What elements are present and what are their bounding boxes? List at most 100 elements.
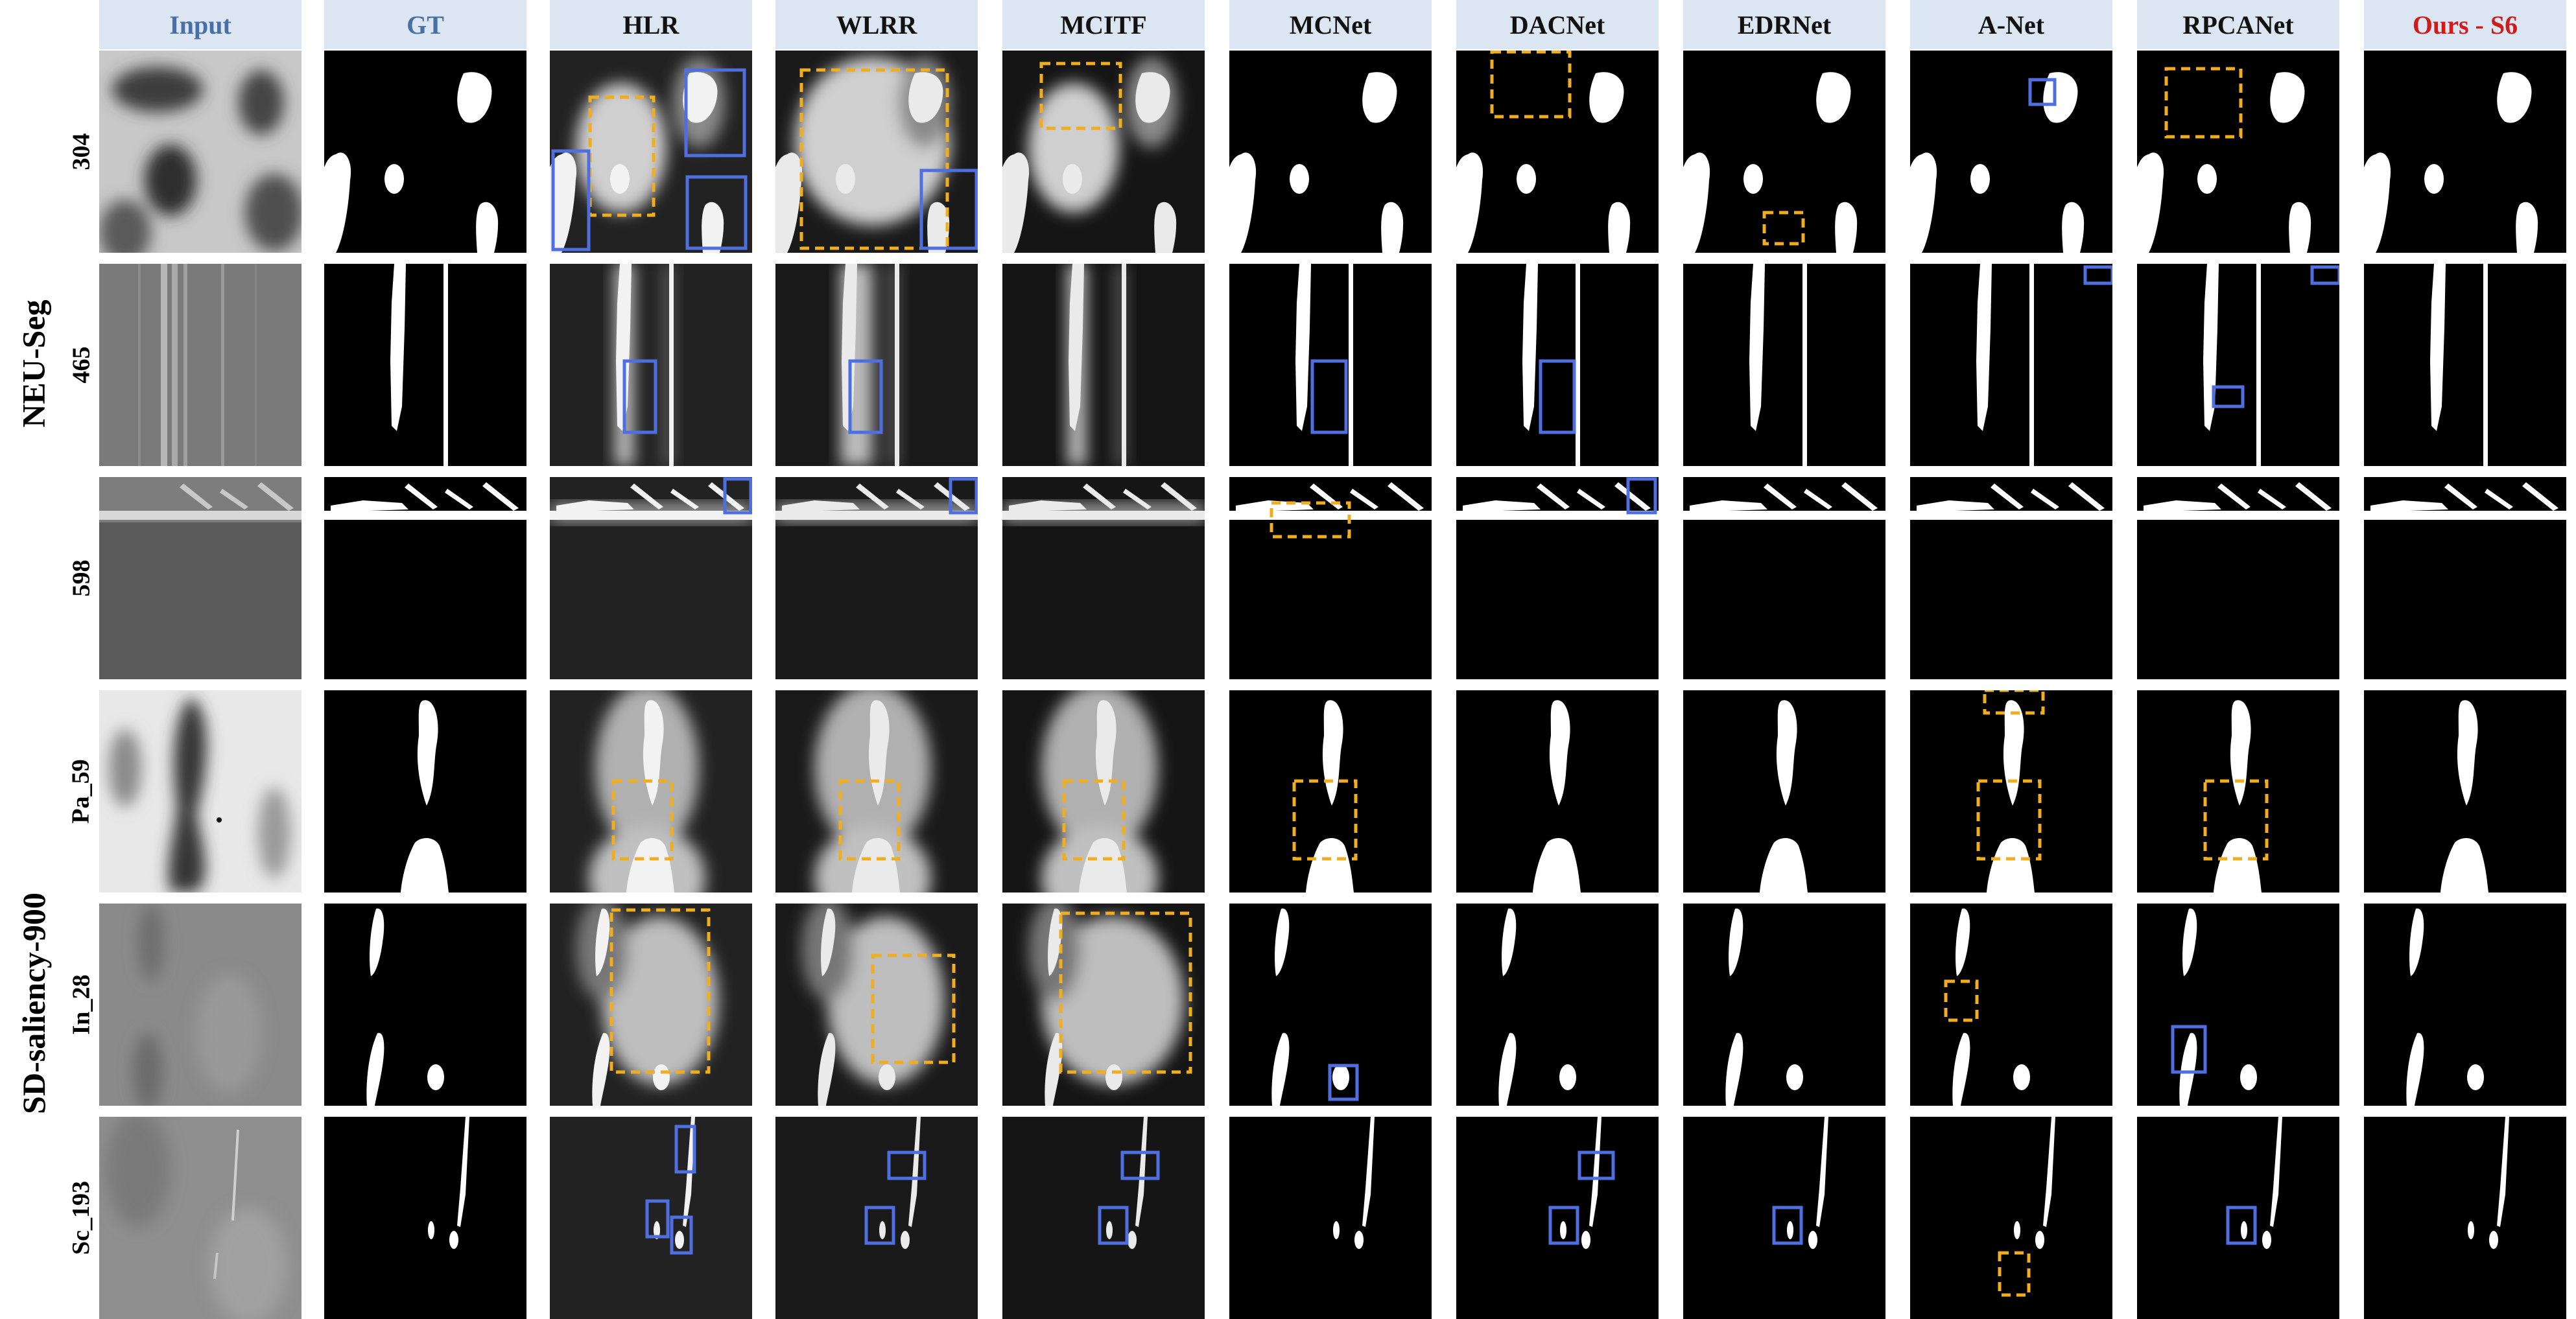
row-label: In_28: [65, 904, 97, 1106]
result-image-rpcanet: [2137, 1117, 2339, 1319]
result-image-mcnet: [1229, 51, 1432, 253]
column-header-mcitf: MCITF: [1002, 0, 1205, 49]
column-header-edrnet: EDRNet: [1683, 0, 1885, 49]
result-image-edrnet: [1683, 1117, 1885, 1319]
mask-image: [2137, 482, 2339, 520]
mask-image: [2406, 908, 2484, 1106]
result-image-dacnet: [1456, 477, 1659, 679]
mask-image: [1295, 264, 1353, 466]
column-header-wlrr: WLRR: [775, 0, 978, 49]
result-image-edrnet: [1683, 904, 1885, 1106]
column-header-dacnet: DACNet: [1456, 0, 1659, 49]
result-image-edrnet: [1683, 477, 1885, 679]
mask-image: [324, 72, 499, 253]
mask-image: [99, 1117, 301, 1319]
mask-image: [1910, 482, 2112, 520]
result-image-dacnet: [1456, 264, 1659, 466]
result-image-wlrr: [775, 477, 978, 679]
mask-image: [99, 477, 301, 679]
result-image-wlrr: [775, 264, 978, 466]
column-header-ours: Ours - S6: [2364, 0, 2566, 49]
result-image-dacnet: [1456, 690, 1659, 893]
result-image-gt: [324, 690, 526, 893]
result-image-anet: [1910, 1117, 2112, 1319]
result-image-mcitf: [1002, 51, 1205, 253]
mask-image: [1333, 1117, 1375, 1249]
row-label: 304: [65, 51, 97, 253]
mask-image: [1292, 700, 1358, 893]
column-header-rpcanet: RPCANet: [2137, 0, 2339, 49]
result-image-mcitf: [1002, 477, 1205, 679]
column-header-hlr: HLR: [550, 0, 752, 49]
mask-image: [2203, 264, 2339, 466]
result-image-mcitf: [1002, 1117, 1205, 1319]
dataset-label-text: NEU-Seg: [16, 299, 52, 428]
result-image-mcitf: [1002, 904, 1205, 1106]
result-image-ours: [2364, 904, 2566, 1106]
result-image-anet: [1910, 690, 2112, 893]
result-image-edrnet: [1683, 51, 1885, 253]
result-image-hlr: [550, 51, 752, 253]
mask-image: [2226, 1117, 2282, 1249]
result-image-dacnet: [1456, 904, 1659, 1106]
mask-image: [1683, 482, 1885, 520]
dataset-label: NEU-Seg: [14, 49, 53, 678]
result-image-input: [99, 51, 301, 253]
result-image-gt: [324, 904, 526, 1106]
result-image-gt: [324, 477, 526, 679]
column-header-anet: A-Net: [1910, 0, 2112, 49]
result-image-mcitf: [1002, 264, 1205, 466]
mask-image: [2468, 1117, 2509, 1249]
result-image-hlr: [550, 690, 752, 893]
mask-image: [1772, 1117, 1828, 1249]
mask-image: [1456, 477, 1659, 520]
mask-image: [1271, 908, 1359, 1106]
mask-image: [99, 264, 301, 466]
result-image-input: [99, 690, 301, 893]
result-image-hlr: [550, 904, 752, 1106]
mask-image: [2137, 67, 2311, 253]
mask-image: [1760, 700, 1808, 893]
row-label-text: In_28: [67, 974, 95, 1035]
row-label-text: Pa_59: [67, 759, 95, 824]
result-image-ours: [2364, 1117, 2566, 1319]
mask-image: [775, 264, 978, 466]
result-image-gt: [324, 264, 526, 466]
mask-image: [550, 690, 752, 893]
result-image-ours: [2364, 690, 2566, 893]
mask-image: [2440, 700, 2488, 893]
mask-image: [2430, 264, 2488, 466]
row-label-text: 465: [67, 346, 95, 384]
result-image-edrnet: [1683, 690, 1885, 893]
mask-image: [2364, 72, 2538, 253]
result-image-ours: [2364, 477, 2566, 679]
row-label-text: Sc_193: [67, 1181, 95, 1255]
mask-image: [1498, 908, 1576, 1106]
row-label: Pa_59: [65, 690, 97, 893]
mask-image: [1749, 264, 1807, 466]
mask-image: [550, 904, 752, 1106]
mask-image: [1533, 700, 1581, 893]
mask-image: [2171, 908, 2257, 1106]
mask-image: [775, 477, 978, 679]
result-image-hlr: [550, 1117, 752, 1319]
mask-image: [1002, 477, 1205, 679]
row-label-text: 304: [67, 133, 95, 170]
result-image-hlr: [550, 264, 752, 466]
row-label-text: 598: [67, 559, 95, 597]
mask-image: [1548, 1117, 1615, 1249]
mask-image: [1725, 908, 1803, 1106]
column-header-input: Input: [99, 0, 301, 49]
result-image-input: [99, 1117, 301, 1319]
result-image-mcnet: [1229, 690, 1432, 893]
mask-image: [2203, 700, 2269, 893]
result-image-ours: [2364, 264, 2566, 466]
mask-image: [550, 1117, 752, 1319]
mask-image: [775, 51, 978, 253]
result-image-rpcanet: [2137, 904, 2339, 1106]
row-label: Sc_193: [65, 1117, 97, 1319]
mask-image: [390, 264, 448, 466]
mask-image: [1002, 690, 1205, 893]
mask-image: [1522, 264, 1580, 466]
result-image-gt: [324, 51, 526, 253]
